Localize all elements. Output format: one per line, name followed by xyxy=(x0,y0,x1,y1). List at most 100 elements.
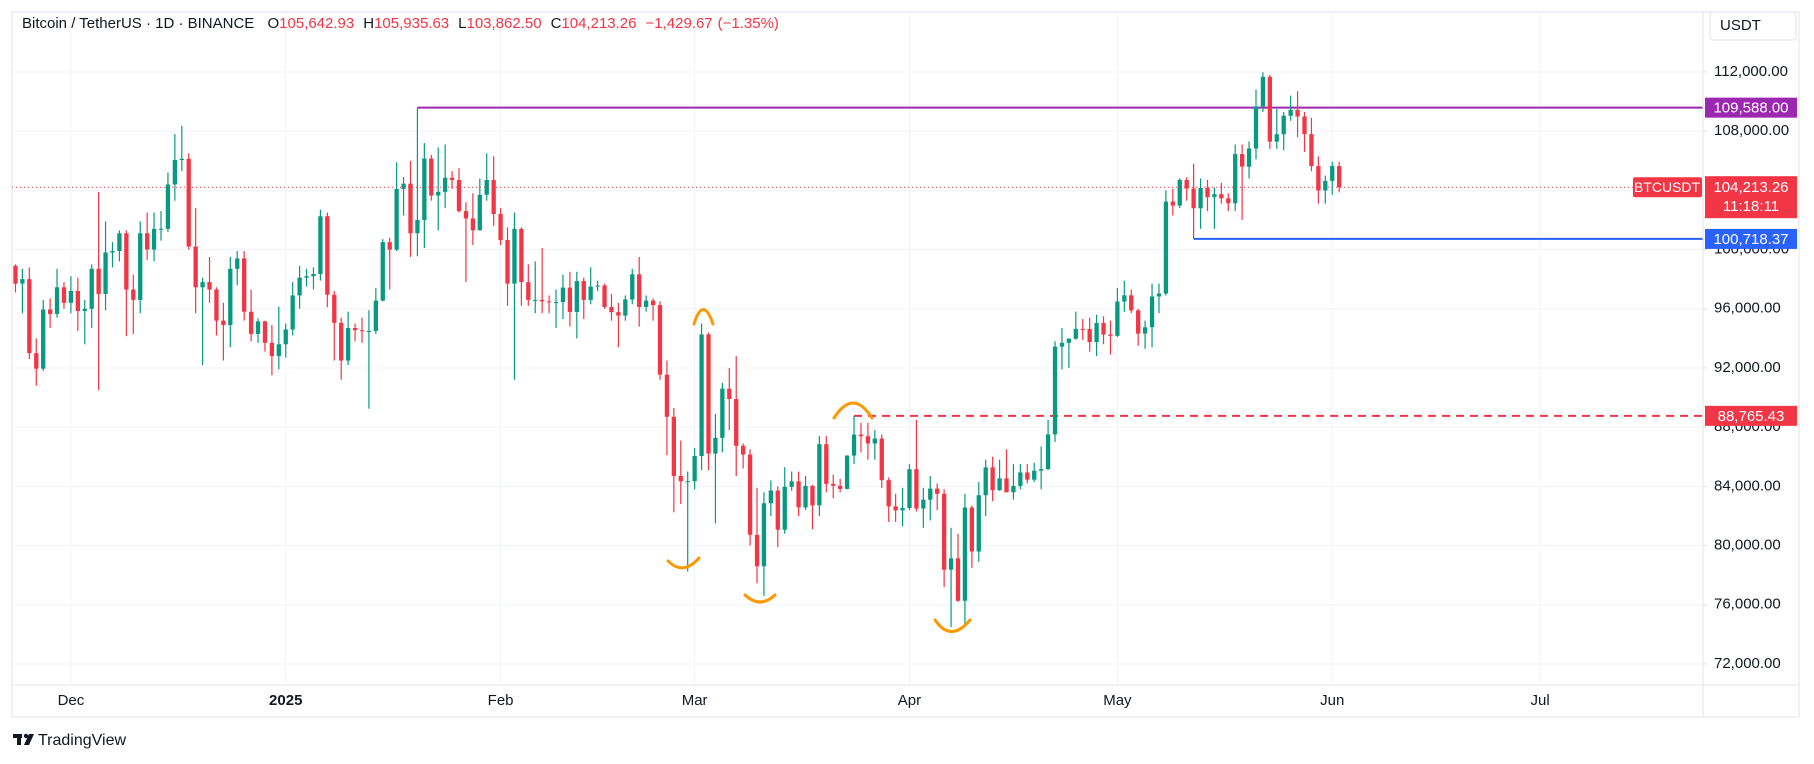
symbol-badge xyxy=(1633,177,1702,198)
candle-body xyxy=(1122,295,1127,302)
candle-body xyxy=(228,268,233,326)
last-price-badge xyxy=(1705,176,1797,219)
candle-body xyxy=(962,507,968,601)
candle-body xyxy=(588,286,593,300)
candle-body xyxy=(990,467,995,491)
candle-body xyxy=(235,258,240,269)
candle-body xyxy=(276,344,281,357)
y-tick-label: 80,000.00 xyxy=(1714,537,1781,554)
candle-body xyxy=(380,242,385,301)
logo-icon xyxy=(13,733,34,745)
brand: TradingView xyxy=(38,732,126,749)
candle-body xyxy=(546,301,552,303)
candle-body xyxy=(339,322,344,361)
candle-body xyxy=(463,211,469,219)
candle-body xyxy=(221,320,226,326)
currency[interactable]: USDT xyxy=(1720,17,1761,34)
candle-body xyxy=(831,483,836,486)
candle-body xyxy=(255,321,261,334)
candle-body xyxy=(976,495,981,552)
candle-body xyxy=(401,183,406,189)
candle-body xyxy=(1156,293,1162,297)
candle-body xyxy=(706,334,711,454)
candle-body xyxy=(851,434,857,456)
symbol-label: BTCUSDT xyxy=(1634,179,1701,195)
candle-body xyxy=(151,228,157,250)
candle-body xyxy=(359,330,365,332)
ohlc-key: C xyxy=(550,15,562,32)
candle-body xyxy=(678,476,683,482)
candle-body xyxy=(498,214,503,240)
candle-body xyxy=(1032,470,1037,480)
level-badge xyxy=(1705,405,1797,426)
candle-body xyxy=(969,507,974,552)
candle-body xyxy=(1080,328,1085,330)
currency-box[interactable] xyxy=(1709,11,1797,41)
candle-body xyxy=(1219,194,1224,199)
arc-drawing xyxy=(666,556,701,570)
candle-body xyxy=(484,179,489,195)
logo-part xyxy=(23,733,29,739)
candle-body xyxy=(1115,301,1120,336)
candle-body xyxy=(519,228,524,283)
countdown-label: 11:18:11 xyxy=(1723,198,1779,215)
candle-body xyxy=(941,493,947,570)
candle-body xyxy=(761,503,767,567)
candle-body xyxy=(567,287,573,313)
candle-body xyxy=(671,416,676,477)
candle-body xyxy=(41,309,46,369)
candle-body xyxy=(602,285,607,307)
candle-body xyxy=(325,216,330,295)
y-tick-label: 72,000.00 xyxy=(1714,655,1781,672)
candle-body xyxy=(262,321,268,343)
candle-body xyxy=(373,300,378,331)
candle-body xyxy=(1149,296,1155,328)
levels xyxy=(12,106,1703,417)
candle-body xyxy=(82,308,87,311)
candle-body xyxy=(47,309,53,314)
candle-body xyxy=(1288,109,1293,116)
candle-body xyxy=(186,158,191,247)
candle-body xyxy=(560,287,566,303)
candle-body xyxy=(838,485,843,489)
y-tick-label: 84,000.00 xyxy=(1714,477,1781,494)
candle-body xyxy=(1191,188,1196,209)
candle-body xyxy=(456,179,462,212)
candle-body xyxy=(1018,472,1023,486)
candle-body xyxy=(914,469,919,509)
candle-body xyxy=(727,388,732,400)
candle-body xyxy=(318,216,323,274)
candle-body xyxy=(623,299,628,316)
legend-header: Bitcoin / TetherUS · 1D · BINANCE O105,6… xyxy=(22,15,779,32)
candle-body xyxy=(616,312,621,316)
candle-body xyxy=(512,228,517,284)
level-badge xyxy=(1705,228,1797,249)
y-tick-label: 92,000.00 xyxy=(1714,359,1781,376)
candle-body xyxy=(1004,478,1009,493)
candle-body xyxy=(436,191,441,196)
x-tick-label: May xyxy=(1103,692,1132,709)
candle-body xyxy=(921,499,926,509)
logo-part xyxy=(17,734,21,745)
candle-body xyxy=(796,481,801,508)
candle-body xyxy=(110,251,115,253)
candle-body xyxy=(269,342,275,357)
candle-body xyxy=(200,282,205,288)
candle-body xyxy=(13,265,18,284)
candle-body xyxy=(207,282,212,290)
candle-body xyxy=(366,330,372,332)
frame xyxy=(11,11,1800,718)
candle-body xyxy=(935,488,940,494)
candle-body xyxy=(193,246,198,288)
candle-body xyxy=(61,287,67,303)
candle-body xyxy=(983,467,988,496)
arc-drawing xyxy=(933,618,972,633)
candle-body xyxy=(886,480,891,507)
candle-body xyxy=(415,219,420,234)
candle-body xyxy=(1233,154,1238,204)
candle-body xyxy=(865,436,871,444)
candle-body xyxy=(692,456,697,482)
candle-body xyxy=(505,239,510,284)
candle-body xyxy=(955,558,961,601)
